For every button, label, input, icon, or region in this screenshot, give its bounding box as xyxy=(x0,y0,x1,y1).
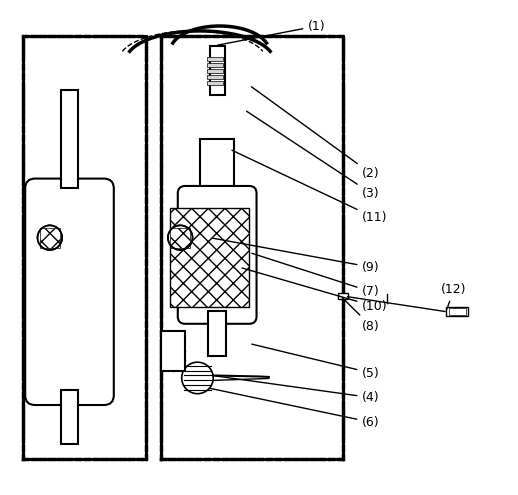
Text: (9): (9) xyxy=(212,238,380,274)
Text: (5): (5) xyxy=(252,344,380,380)
Bar xyxy=(170,228,190,248)
Text: (3): (3) xyxy=(247,111,380,200)
Circle shape xyxy=(168,225,193,250)
Bar xyxy=(23,36,146,459)
FancyBboxPatch shape xyxy=(25,179,114,405)
Bar xyxy=(170,208,249,306)
Bar xyxy=(338,293,348,299)
Bar xyxy=(207,63,223,67)
Text: (7): (7) xyxy=(252,253,380,298)
Text: (8): (8) xyxy=(342,297,380,333)
Bar xyxy=(40,228,60,248)
Bar xyxy=(200,139,234,198)
Text: (1): (1) xyxy=(218,19,326,45)
Bar xyxy=(210,46,224,95)
Bar xyxy=(449,308,466,315)
Circle shape xyxy=(182,362,213,394)
Text: (6): (6) xyxy=(210,389,380,429)
Bar xyxy=(207,57,223,61)
FancyBboxPatch shape xyxy=(161,36,343,459)
Bar xyxy=(208,311,226,356)
Bar xyxy=(207,69,223,73)
Bar xyxy=(23,36,146,459)
Bar xyxy=(207,75,223,79)
Bar xyxy=(446,306,468,316)
Bar xyxy=(207,81,223,85)
Bar xyxy=(61,90,78,189)
Bar xyxy=(61,390,78,445)
Text: (4): (4) xyxy=(215,376,380,404)
Text: (11): (11) xyxy=(232,150,388,224)
Bar xyxy=(161,331,185,371)
Text: (12): (12) xyxy=(441,283,467,309)
Text: (2): (2) xyxy=(251,87,380,180)
Circle shape xyxy=(37,225,62,250)
Text: (10): (10) xyxy=(242,268,388,313)
Bar xyxy=(161,36,343,459)
FancyBboxPatch shape xyxy=(178,186,256,324)
